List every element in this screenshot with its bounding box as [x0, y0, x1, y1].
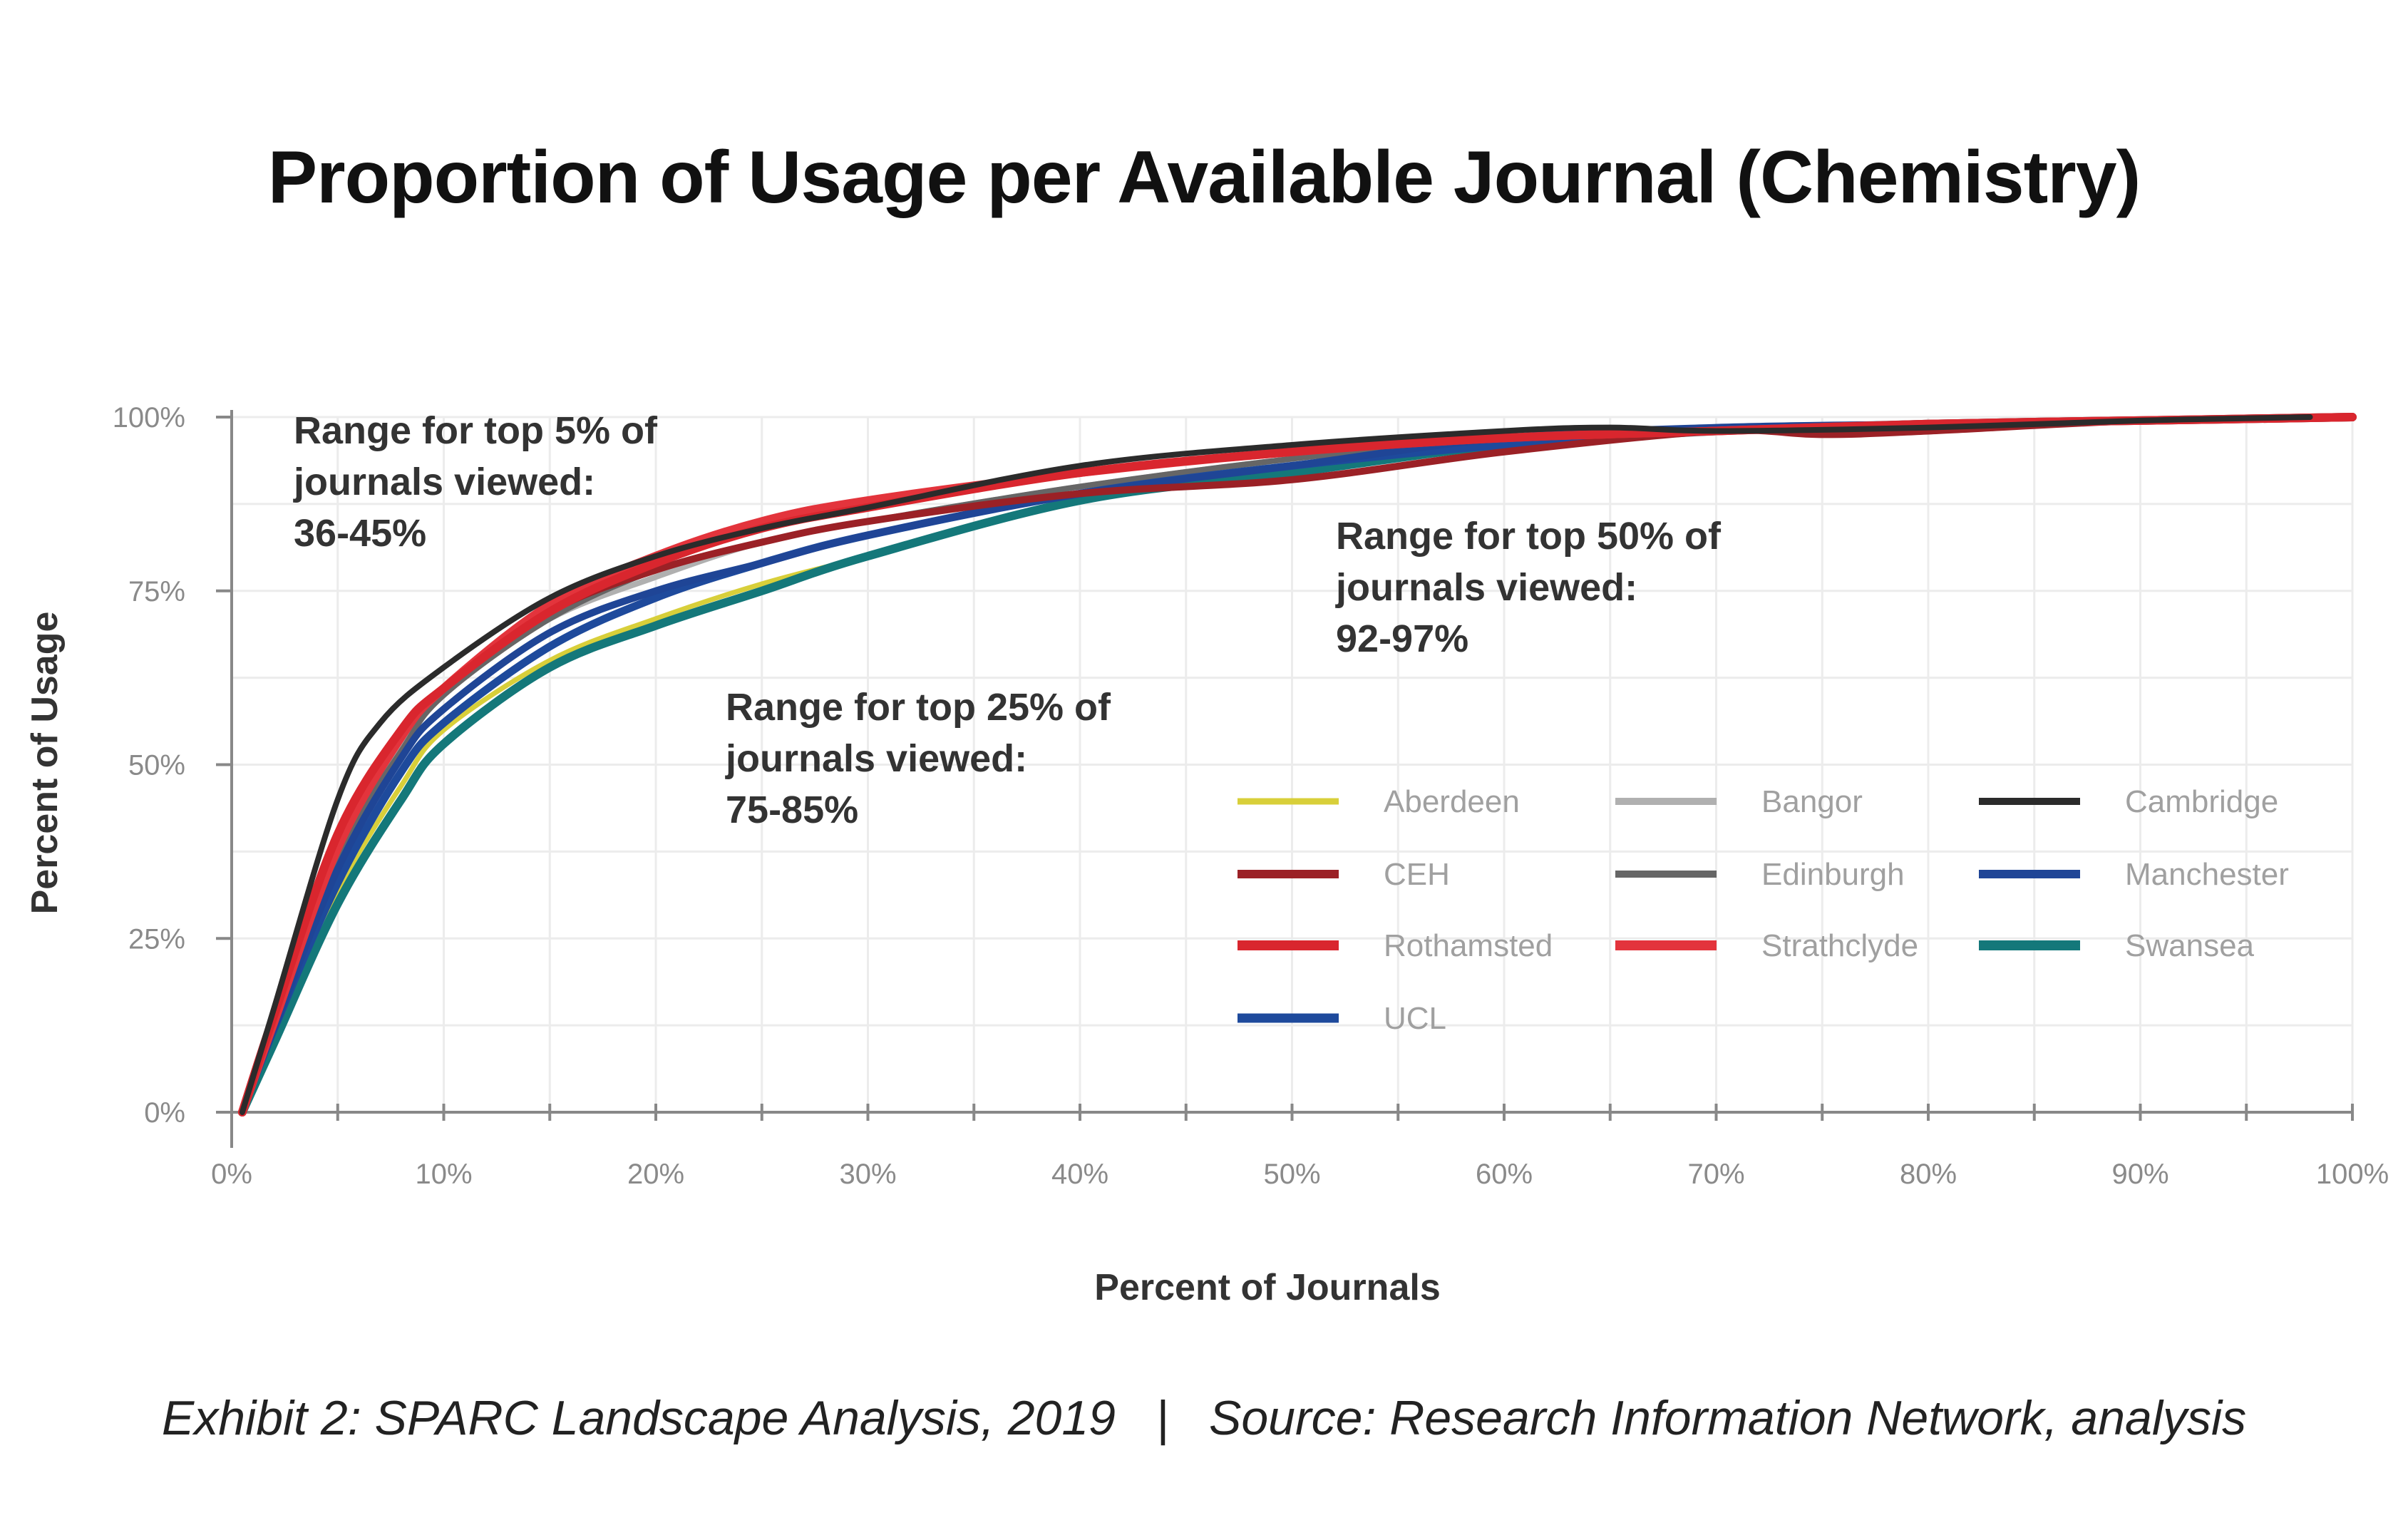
y-tick-label: 0%	[144, 1097, 185, 1129]
grid	[232, 416, 2354, 1112]
annotation-line: Range for top 25% of	[726, 686, 1111, 729]
x-tick-label: 100%	[2316, 1159, 2389, 1190]
legend: Aberdeen Bangor Cambridge CEH Edinburgh Manch…	[1238, 784, 2289, 1036]
legend-label: Edinburgh	[1761, 857, 1905, 892]
annotations: Range for top 5% of journals viewed: 36-45…	[293, 409, 1722, 831]
figure-caption: Exhibit 2: SPARC Landscape Analysis, 201…	[161, 1391, 2247, 1445]
annotation-line: Range for top 50% of	[1336, 515, 1722, 558]
axes	[216, 410, 2354, 1148]
x-tick-label: 90%	[2111, 1159, 2168, 1190]
x-axis-title: Percent of Journals	[1094, 1267, 1440, 1308]
legend-label: Manchester	[2125, 857, 2289, 892]
legend-label: Aberdeen	[1384, 784, 1520, 819]
x-tick-label: 30%	[839, 1159, 896, 1190]
annotation-line: journals viewed:	[293, 461, 595, 503]
y-tick-label: 50%	[128, 750, 185, 781]
legend-label: Cambridge	[2125, 784, 2278, 819]
annotation-line: 75-85%	[726, 789, 858, 831]
x-tick-label: 40%	[1051, 1159, 1108, 1190]
series-line-cambridge	[239, 414, 2313, 1115]
annotation-line: journals viewed:	[1335, 566, 1637, 609]
chart-title: Proportion of Usage per Available Journa…	[267, 136, 2141, 219]
series-lines	[237, 413, 2357, 1116]
x-tick-label: 50%	[1263, 1159, 1320, 1190]
x-tick-label: 0%	[211, 1159, 252, 1190]
legend-label: Rothamsted	[1384, 928, 1553, 963]
legend-label: Strathclyde	[1761, 928, 1918, 963]
legend-label: Bangor	[1761, 784, 1863, 819]
x-tick-label: 70%	[1687, 1159, 1744, 1190]
y-tick-label: 100%	[113, 402, 185, 433]
annotation-line: journals viewed:	[725, 737, 1027, 780]
series-line-rothamsted	[237, 413, 2357, 1116]
annotation-line: Range for top 5% of	[294, 409, 658, 452]
y-axis-title: Percent of Usage	[24, 612, 66, 915]
legend-label: CEH	[1384, 857, 1450, 892]
legend-label: UCL	[1384, 1001, 1446, 1036]
x-tick-label: 20%	[627, 1159, 684, 1190]
legend-label: Swansea	[2125, 928, 2255, 963]
x-tick-label: 60%	[1476, 1159, 1533, 1190]
y-tick-label: 75%	[128, 576, 185, 607]
y-tick-label: 25%	[128, 923, 185, 955]
annotation-line: 36-45%	[294, 512, 426, 555]
tick-labels: 0% 25% 50% 75% 100% 0% 10% 20% 30% 40% 50% 60% 70% 80…	[113, 402, 2389, 1190]
annotation-line: 92-97%	[1336, 617, 1468, 660]
x-tick-label: 80%	[1900, 1159, 1957, 1190]
x-tick-label: 10%	[415, 1159, 472, 1190]
